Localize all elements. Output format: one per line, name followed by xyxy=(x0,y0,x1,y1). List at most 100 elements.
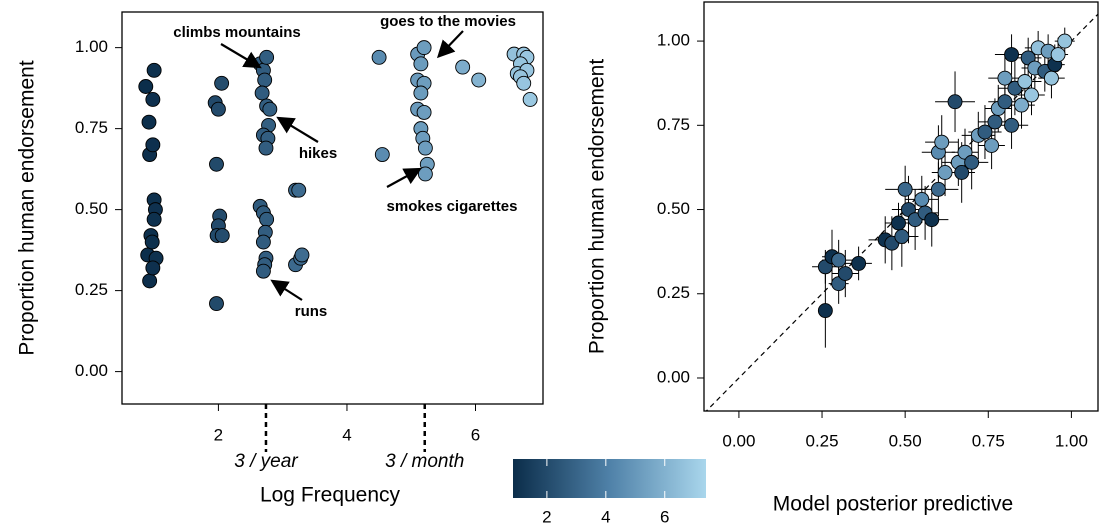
point xyxy=(851,255,867,271)
point xyxy=(259,49,275,65)
annotation-arrow xyxy=(436,30,464,59)
point xyxy=(837,266,853,281)
point xyxy=(259,211,275,227)
point xyxy=(258,140,274,156)
point xyxy=(934,134,950,150)
point xyxy=(471,72,487,88)
y-tick-label: 0.25 xyxy=(75,280,108,299)
point xyxy=(138,79,154,94)
point xyxy=(964,154,980,170)
annotation: goes to the movies xyxy=(380,13,516,30)
point xyxy=(144,234,160,250)
annotation-arrow xyxy=(270,279,303,301)
point xyxy=(977,124,993,140)
point xyxy=(1017,74,1033,89)
identity-line xyxy=(705,13,1098,411)
point xyxy=(914,191,930,207)
point xyxy=(291,182,307,198)
reference-label: 3 / month xyxy=(385,451,464,472)
point xyxy=(145,92,161,107)
y-tick-label: 0.75 xyxy=(657,115,690,134)
annotation: hikes xyxy=(299,145,337,162)
y-tick-label: 0.50 xyxy=(657,199,690,218)
x-tick-label: 4 xyxy=(342,425,351,444)
y-tick-label: 1.00 xyxy=(75,37,108,56)
point xyxy=(142,273,158,289)
plot-frame xyxy=(703,1,1099,412)
point xyxy=(947,94,963,110)
point xyxy=(924,212,940,228)
point xyxy=(371,49,387,65)
point xyxy=(255,263,271,279)
point xyxy=(1044,70,1059,86)
y-tick-label: 0.25 xyxy=(657,283,690,302)
x-tick-label: 0.75 xyxy=(972,431,1005,450)
point xyxy=(374,147,390,162)
plot-frame xyxy=(121,11,544,405)
colorbar-tick-label: 6 xyxy=(660,507,669,526)
point xyxy=(455,59,471,75)
point xyxy=(257,72,273,88)
colorbar xyxy=(513,459,706,498)
x-tick-label: 1.00 xyxy=(1055,431,1088,450)
point xyxy=(417,140,433,156)
point xyxy=(1050,47,1066,63)
point xyxy=(413,85,429,101)
annotation: smokes cigarettes xyxy=(387,198,518,215)
point xyxy=(146,211,162,227)
point xyxy=(254,85,270,101)
point xyxy=(831,252,847,268)
point xyxy=(522,92,538,107)
y-tick-label: 0.50 xyxy=(75,199,108,218)
annotation: climbs mountains xyxy=(173,24,301,41)
reference-label: 3 / year xyxy=(234,451,298,472)
point xyxy=(891,215,906,231)
annotation-arrow xyxy=(220,43,262,69)
point xyxy=(930,181,946,197)
point xyxy=(1004,117,1020,133)
y-axis-title: Proportion human endorsement xyxy=(586,59,609,355)
point xyxy=(894,229,910,244)
point xyxy=(817,303,833,319)
x-axis-title: Model posterior predictive xyxy=(773,493,1013,516)
point xyxy=(937,165,953,180)
point xyxy=(897,181,913,197)
point xyxy=(417,166,433,182)
point xyxy=(145,137,161,153)
colorbar-tick-label: 4 xyxy=(601,507,610,526)
point xyxy=(1014,97,1029,113)
x-tick-label: 0.50 xyxy=(889,431,922,450)
point xyxy=(146,62,162,78)
y-tick-label: 0.00 xyxy=(75,361,108,380)
point xyxy=(987,114,1003,130)
point xyxy=(141,114,157,130)
point xyxy=(416,40,432,56)
point xyxy=(255,234,271,250)
point xyxy=(214,75,230,91)
x-axis-title: Log Frequency xyxy=(260,484,401,507)
point xyxy=(214,228,230,243)
point xyxy=(1057,33,1073,49)
point xyxy=(145,260,161,276)
point xyxy=(1024,87,1039,103)
y-tick-label: 0.00 xyxy=(657,367,690,386)
y-tick-label: 0.75 xyxy=(75,118,108,137)
y-axis-title: Proportion human endorsement xyxy=(16,60,39,356)
point xyxy=(413,56,429,72)
point xyxy=(294,247,310,263)
point xyxy=(997,70,1013,86)
y-tick-label: 1.00 xyxy=(657,31,690,50)
x-tick-label: 2 xyxy=(214,425,223,444)
x-tick-label: 6 xyxy=(471,425,480,444)
x-tick-label: 0.00 xyxy=(722,431,755,450)
point xyxy=(210,101,226,117)
colorbar-tick-label: 2 xyxy=(542,507,551,526)
point xyxy=(1004,47,1020,63)
plot-area xyxy=(705,13,1098,411)
annotation: runs xyxy=(295,303,328,320)
annotation-arrow xyxy=(276,116,319,143)
point xyxy=(209,296,224,312)
point xyxy=(997,94,1013,110)
x-tick-label: 0.25 xyxy=(805,431,838,450)
